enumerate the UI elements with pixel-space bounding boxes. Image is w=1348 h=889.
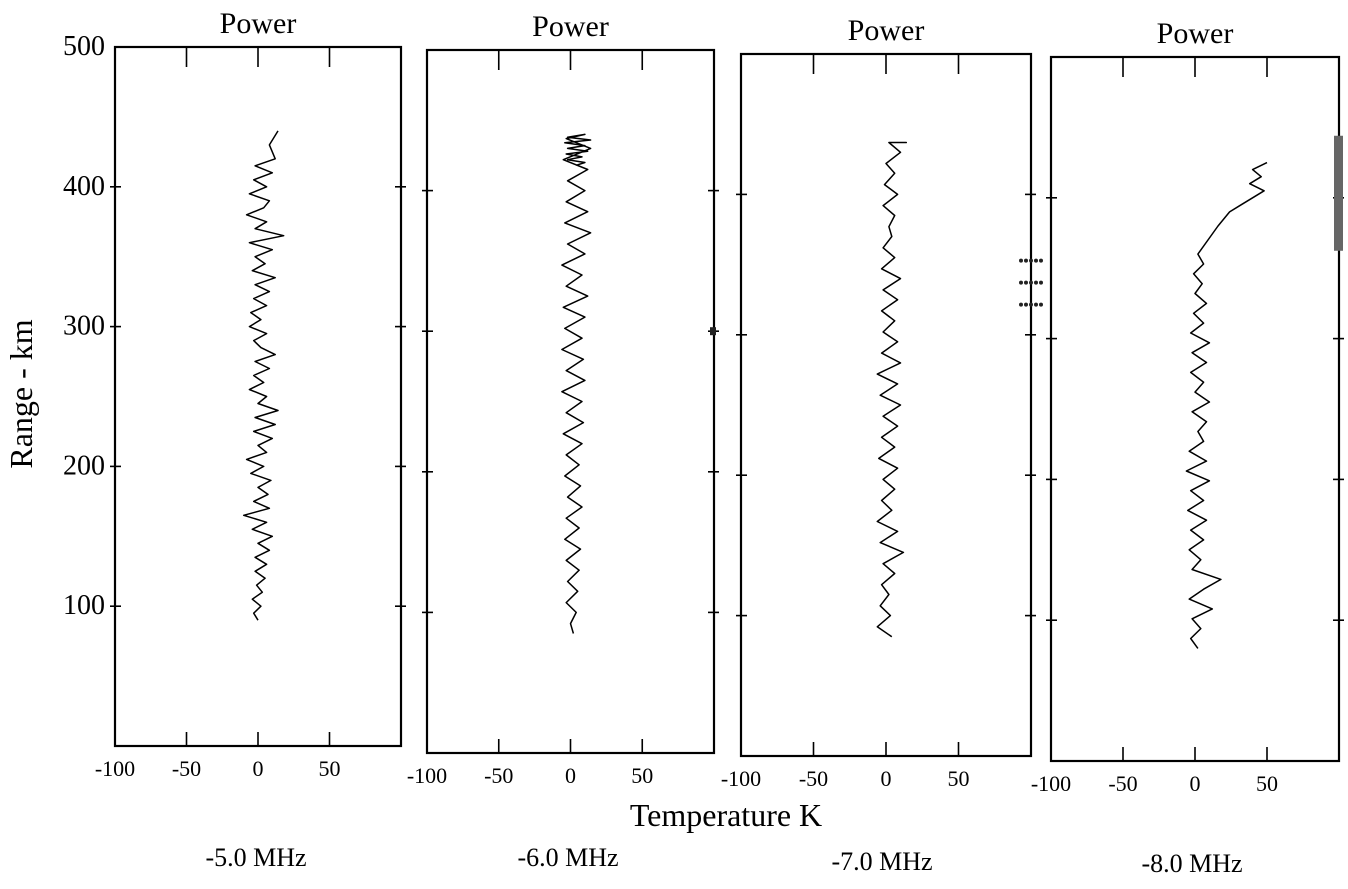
y-tick-label: 400	[63, 171, 105, 202]
panel-caption: -7.0 MHz	[831, 847, 932, 876]
y-axis-label: Range - km	[3, 319, 39, 468]
x-tick-label: 0	[565, 763, 576, 788]
x-tick-label: 50	[319, 756, 341, 781]
panel-title: Power	[220, 7, 297, 40]
panel-frame	[1049, 55, 1341, 763]
data-marker	[1019, 302, 1023, 307]
y-tick-label: 100	[63, 590, 105, 621]
panel-caption: -6.0 MHz	[517, 843, 618, 872]
x-tick-label: -100	[1031, 771, 1071, 796]
data-marker	[1019, 258, 1023, 263]
y-tick-label: 300	[63, 311, 105, 342]
data-marker	[1034, 302, 1038, 307]
data-marker	[710, 327, 716, 336]
panel-1: Power -5.0 MHz -100 -50 0 50 100 200 300 400 500	[63, 7, 406, 872]
data-marker	[1029, 280, 1033, 285]
data-marker	[1034, 258, 1038, 263]
data-marker	[1024, 302, 1028, 307]
panel-caption: -8.0 MHz	[1141, 849, 1242, 878]
x-tick-label: 50	[631, 763, 653, 788]
x-tick-label: -50	[172, 756, 201, 781]
data-marker	[1039, 258, 1043, 263]
x-tick-label: 50	[948, 766, 970, 791]
x-tick-label: 0	[1190, 771, 1201, 796]
panel-title: Power	[532, 10, 609, 43]
x-axis-label: Temperature K	[630, 797, 822, 833]
x-tick-label: 0	[253, 756, 264, 781]
data-marker	[1334, 135, 1343, 251]
y-tick-label: 200	[63, 450, 105, 481]
power-profile-line	[561, 133, 592, 634]
x-tick-label: -50	[1108, 771, 1137, 796]
panel-title: Power	[848, 14, 925, 47]
panel-title: Power	[1157, 17, 1234, 50]
power-profile-line	[1185, 161, 1268, 649]
x-tick-label: -100	[721, 766, 761, 791]
data-marker	[1024, 280, 1028, 285]
chart-panels: Power-5.0 MHz-100 -50 0 50100200300400500Po…	[63, 7, 1344, 878]
x-tick-label: -100	[407, 763, 447, 788]
panel-frame	[739, 52, 1033, 758]
data-marker	[1029, 302, 1033, 307]
panel-caption: -5.0 MHz	[205, 843, 306, 872]
x-tick-label: 50	[1256, 771, 1278, 796]
data-marker	[1039, 302, 1043, 307]
panel-2: Power -6.0 MHz -100 -50 0 50	[407, 10, 719, 872]
data-marker	[1019, 280, 1023, 285]
x-tick-label: -50	[799, 766, 828, 791]
data-marker	[1039, 280, 1043, 285]
power-profile-line	[876, 141, 908, 638]
power-profile-line	[242, 130, 285, 621]
x-tick-label: -50	[484, 763, 513, 788]
data-marker	[1024, 258, 1028, 263]
data-marker	[1029, 258, 1033, 263]
panel-3: Power -7.0 MHz -100 -50 0 50	[721, 14, 1036, 876]
data-marker	[1034, 280, 1038, 285]
panel-frame	[113, 45, 403, 748]
x-tick-label: -100	[95, 756, 135, 781]
x-tick-label: 0	[881, 766, 892, 791]
panel-4: Power -8.0 MHz -100 -50 0 50	[1031, 17, 1344, 878]
y-tick-label: 500	[63, 31, 105, 62]
